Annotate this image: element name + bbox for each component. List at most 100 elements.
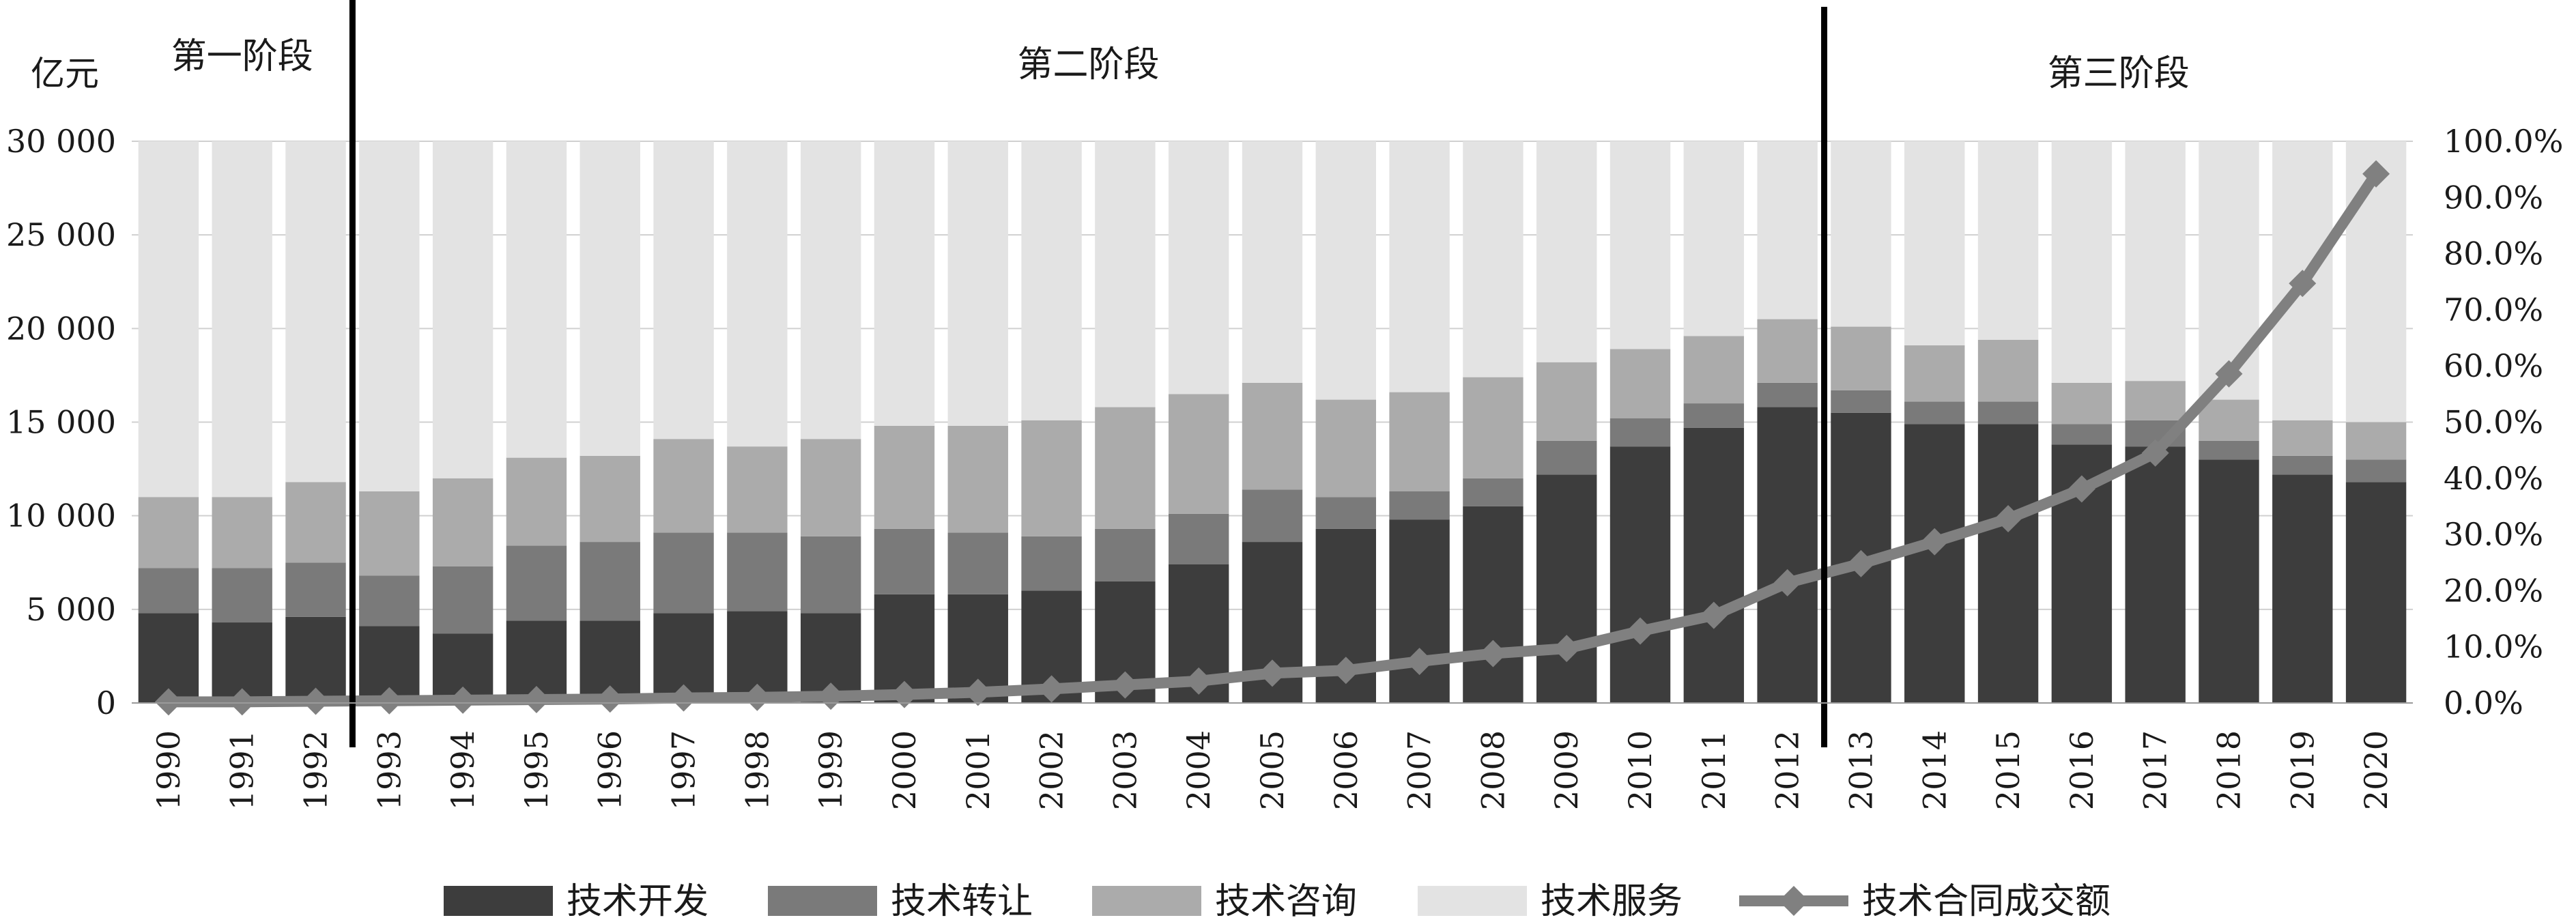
bar-segment bbox=[359, 491, 420, 576]
line-point-marker bbox=[2141, 439, 2169, 467]
y-right-tick-label: 30.0% bbox=[2444, 516, 2543, 553]
bar-segment bbox=[1904, 141, 1965, 346]
bar-segment bbox=[138, 141, 199, 498]
bar-segment bbox=[2199, 459, 2259, 703]
bar-segment bbox=[1389, 519, 1450, 703]
bar-segment bbox=[1463, 478, 1523, 506]
legend-swatch bbox=[768, 886, 877, 916]
bar-segment bbox=[947, 141, 1008, 426]
bar-segment bbox=[1095, 141, 1156, 407]
y-right-tick-label: 80.0% bbox=[2444, 235, 2543, 272]
line-point-marker bbox=[1185, 667, 1213, 695]
x-tick-label: 1992 bbox=[298, 730, 334, 810]
x-tick-label: 1993 bbox=[371, 730, 407, 810]
bar-segment bbox=[1757, 407, 1818, 703]
bar-segment bbox=[2272, 420, 2333, 456]
bar-segment bbox=[1463, 141, 1523, 377]
x-tick-label: 2012 bbox=[1769, 730, 1806, 810]
x-tick-label: 2004 bbox=[1180, 730, 1217, 810]
y-right-tick-label: 20.0% bbox=[2444, 572, 2543, 609]
x-tick-label: 2017 bbox=[2137, 730, 2174, 810]
x-tick-label: 2018 bbox=[2210, 730, 2247, 810]
line-point-marker bbox=[2289, 270, 2317, 298]
bar-segment bbox=[1463, 506, 1523, 703]
line-point-marker bbox=[1332, 657, 1360, 685]
x-tick-label: 2008 bbox=[1474, 730, 1511, 810]
bar-stacks bbox=[138, 141, 2407, 703]
bar-segment bbox=[653, 439, 714, 533]
bar-segment bbox=[1242, 141, 1303, 383]
bar-segment bbox=[359, 141, 420, 492]
line-point-marker bbox=[890, 680, 918, 708]
bar-segment bbox=[1831, 326, 1891, 390]
bar-segment bbox=[1977, 424, 2039, 703]
stage-label: 第一阶段 bbox=[171, 36, 313, 77]
line-point-marker bbox=[596, 685, 624, 713]
bar-segment bbox=[874, 425, 935, 529]
bar-segment bbox=[1904, 345, 1965, 402]
bar-segment bbox=[1536, 474, 1597, 703]
legend: 技术开发 技术转让 技术咨询 技术服务 技术合同成交额 bbox=[444, 881, 2110, 920]
bar-segment bbox=[1683, 336, 1745, 404]
bar-segment bbox=[506, 457, 567, 546]
stage-label: 第二阶段 bbox=[1017, 44, 1159, 85]
line-point-marker bbox=[228, 688, 256, 716]
bar-segment bbox=[506, 141, 567, 458]
stage-label: 第三阶段 bbox=[2048, 53, 2190, 94]
x-tick-label: 2005 bbox=[1254, 730, 1291, 810]
x-tick-label: 1991 bbox=[224, 730, 261, 810]
bar-segment bbox=[1242, 382, 1303, 490]
x-tick-label: 1998 bbox=[739, 730, 775, 810]
bar-segment bbox=[285, 141, 346, 483]
bar-segment bbox=[212, 497, 272, 569]
y-left-tick-label: 0 bbox=[96, 685, 116, 721]
bar-segment bbox=[800, 536, 861, 614]
bar-segment bbox=[947, 425, 1008, 533]
bar-segment bbox=[1757, 141, 1818, 319]
bar-segment bbox=[2199, 440, 2259, 460]
line-point-marker bbox=[1553, 635, 1581, 663]
line-point-marker bbox=[1847, 549, 1875, 577]
line-point-marker bbox=[1700, 601, 1728, 629]
x-tick-label: 1995 bbox=[518, 730, 555, 810]
x-tick-label: 2015 bbox=[1990, 730, 2027, 810]
legend-label: 技术合同成交额 bbox=[1862, 881, 2110, 920]
bar-segment bbox=[212, 568, 272, 623]
bar-segment bbox=[1757, 319, 1818, 383]
legend-swatch bbox=[1092, 886, 1201, 916]
bar-segment bbox=[1021, 420, 1082, 536]
line-point-marker bbox=[522, 686, 550, 714]
bar-segment bbox=[1389, 392, 1450, 492]
bar-segment bbox=[1389, 491, 1450, 520]
bar-segment bbox=[2051, 424, 2113, 445]
x-tick-label: 2013 bbox=[1842, 730, 1879, 810]
bar-segment bbox=[432, 478, 493, 566]
axes: 0 5 000 10 000 15 000 20 000 25 000 30 000 0.0%… bbox=[6, 54, 2563, 810]
bar-segment bbox=[1977, 401, 2039, 425]
bar-segment bbox=[800, 141, 861, 440]
bar-segment bbox=[2125, 446, 2186, 703]
bar-segment bbox=[579, 141, 640, 456]
x-tick-label: 2001 bbox=[960, 730, 997, 810]
line-point-marker bbox=[375, 687, 403, 715]
bar-segment bbox=[1168, 513, 1229, 564]
bar-segment bbox=[359, 575, 420, 627]
bar-segment bbox=[1536, 362, 1597, 441]
line-point-marker bbox=[2067, 475, 2095, 503]
bar-segment bbox=[1021, 536, 1082, 591]
bar-segment bbox=[212, 141, 272, 498]
line-point-marker bbox=[2215, 360, 2243, 388]
bar-segment bbox=[1463, 377, 1523, 478]
bar-segment bbox=[1977, 339, 2039, 402]
y-left-tick-label: 25 000 bbox=[6, 216, 116, 253]
bar-segment bbox=[1242, 489, 1303, 543]
bar-segment bbox=[1609, 418, 1671, 447]
y-right-tick-label: 100.0% bbox=[2444, 123, 2563, 160]
stage-labels: 第一阶段 第二阶段 第三阶段 bbox=[171, 36, 2190, 94]
legend-label: 技术服务 bbox=[1541, 881, 1683, 920]
line-point-marker bbox=[154, 688, 182, 716]
x-tick-label: 1999 bbox=[812, 730, 849, 810]
x-tick-label: 2002 bbox=[1033, 730, 1070, 810]
bar-segment bbox=[2051, 141, 2113, 383]
bar-segment bbox=[506, 545, 567, 621]
